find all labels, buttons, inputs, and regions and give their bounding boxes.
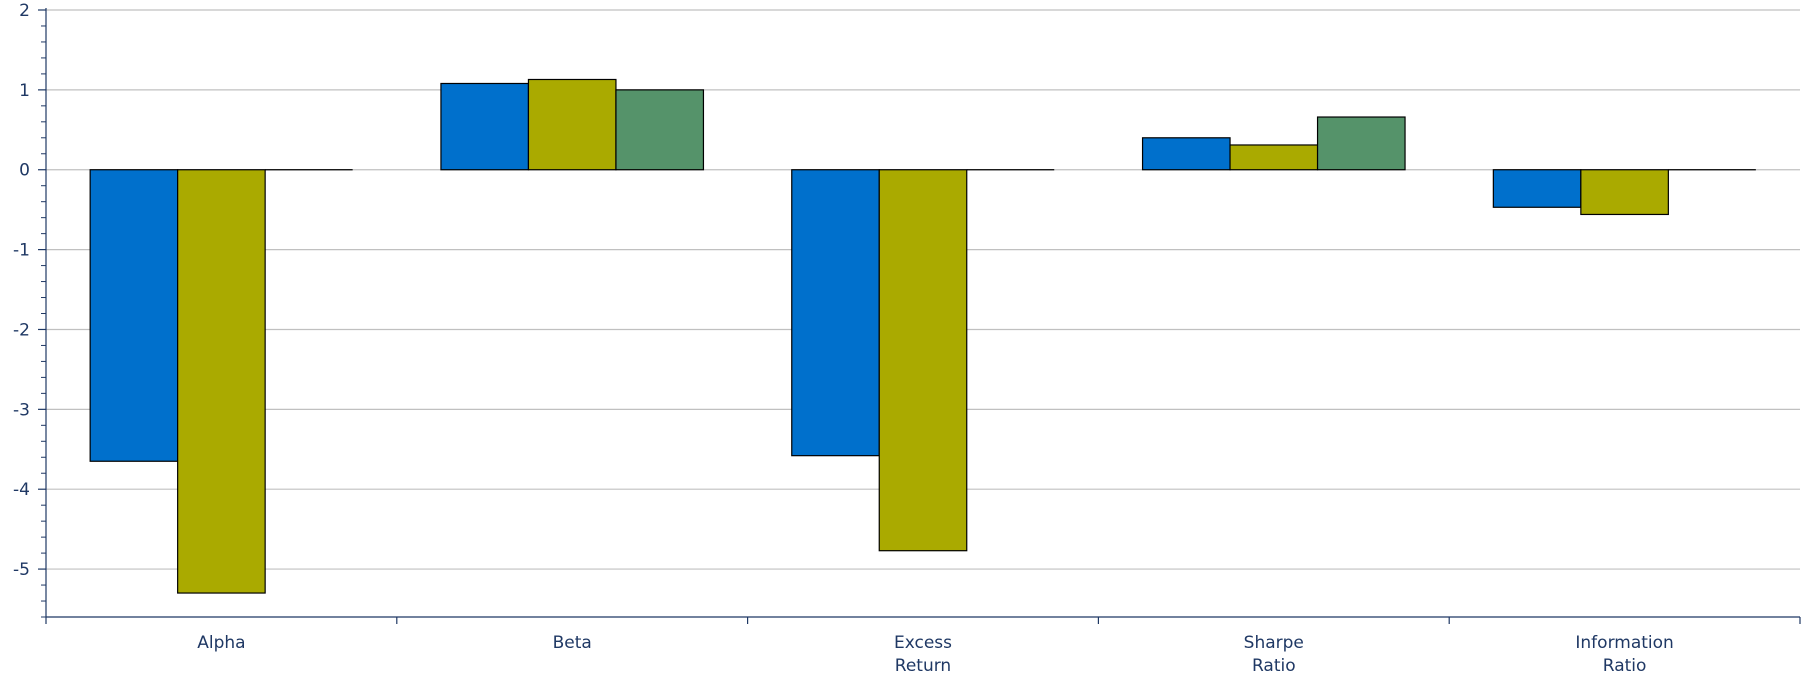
bar <box>1143 138 1231 170</box>
bar <box>1318 117 1406 170</box>
y-tick-label: -5 <box>13 560 30 580</box>
bars <box>90 79 1756 593</box>
category-label-line: Information <box>1575 633 1673 653</box>
category-label-line: Ratio <box>1252 656 1296 676</box>
category-label: Information Ratio <box>1575 633 1673 676</box>
bar <box>792 170 880 456</box>
bar <box>1581 170 1669 215</box>
category-label-line: Sharpe <box>1244 633 1304 653</box>
bar <box>528 79 616 169</box>
category-label: Sharpe Ratio <box>1244 633 1304 676</box>
category-label-line: Beta <box>553 633 592 653</box>
category-label-line: Return <box>895 656 951 676</box>
y-tick-label: -2 <box>13 320 30 340</box>
category-label-line: Alpha <box>197 633 245 653</box>
bar <box>178 170 266 593</box>
category-label: Excess Return <box>894 633 952 676</box>
bar <box>879 170 967 551</box>
category-label: Beta <box>553 633 592 653</box>
category-label-line: Excess <box>894 633 952 653</box>
y-tick-label: 1 <box>19 81 30 101</box>
y-tick-label: -4 <box>13 480 30 500</box>
y-tick-label: -3 <box>13 400 30 420</box>
bar <box>441 83 529 169</box>
bar <box>1230 145 1318 170</box>
bar <box>616 90 704 170</box>
y-tick-label: 2 <box>19 1 30 21</box>
category-label: Alpha <box>197 633 245 653</box>
y-tick-label: 0 <box>19 161 30 181</box>
bar <box>1493 170 1581 208</box>
y-tick-label: -1 <box>13 241 30 261</box>
category-label-line: Ratio <box>1603 656 1647 676</box>
bar <box>90 170 177 462</box>
